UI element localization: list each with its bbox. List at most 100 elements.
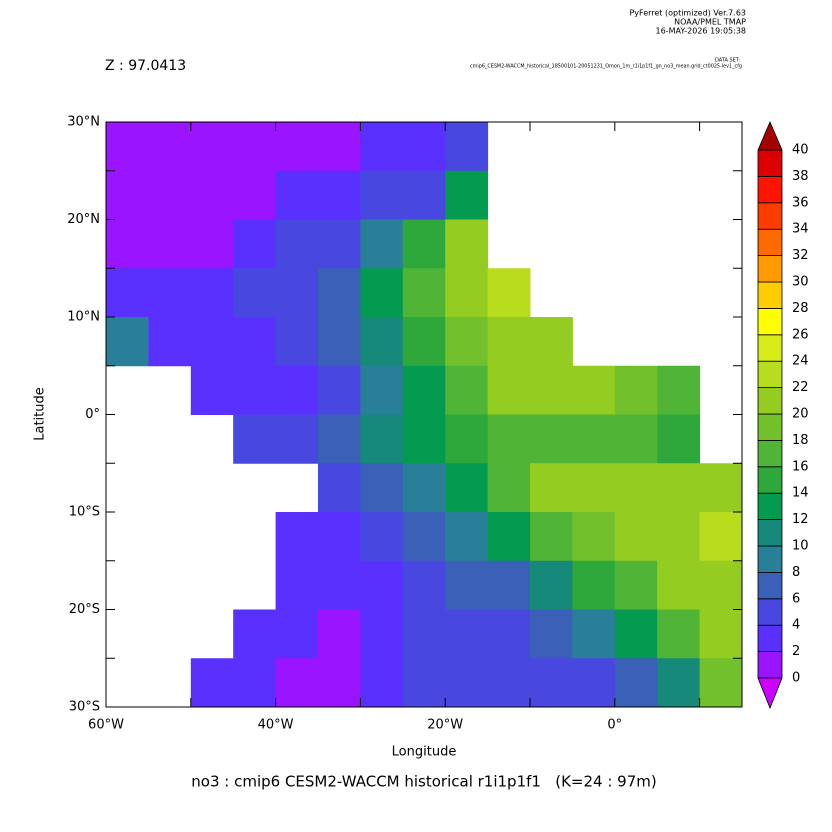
chart-title: no3 : cmip6 CESM2-WACCM historical r1i1p… xyxy=(191,773,656,791)
cell xyxy=(106,170,149,220)
cell xyxy=(318,170,361,220)
cell xyxy=(487,512,531,562)
cell xyxy=(530,512,573,562)
cell xyxy=(233,365,277,415)
cell xyxy=(190,219,234,269)
cell xyxy=(402,414,446,464)
cell xyxy=(318,463,361,513)
y-axis-label: Latitude xyxy=(33,387,48,441)
cell xyxy=(233,609,277,659)
cell xyxy=(402,317,446,367)
colorbar-band xyxy=(757,572,783,600)
cell xyxy=(614,512,658,562)
cell xyxy=(360,512,404,562)
cell xyxy=(318,414,361,464)
cell xyxy=(402,512,446,562)
cell xyxy=(106,219,149,269)
colorbar-label: 2 xyxy=(792,644,800,659)
header-line: PyFerret (optimized) Ver.7.63 xyxy=(629,9,746,18)
cell xyxy=(445,219,489,269)
cell xyxy=(148,268,192,318)
x-tick-label: 40°W xyxy=(258,718,294,733)
cell xyxy=(275,268,319,318)
cell xyxy=(106,268,149,318)
cell xyxy=(572,658,616,708)
cell xyxy=(614,463,658,513)
cell xyxy=(530,463,573,513)
colorbar-label: 34 xyxy=(792,222,809,237)
y-tick-label: 30°S xyxy=(69,700,100,715)
cell xyxy=(657,414,701,464)
cell xyxy=(360,170,404,220)
cell xyxy=(402,658,446,708)
cell xyxy=(445,170,489,220)
cell xyxy=(657,463,701,513)
cell xyxy=(614,658,658,708)
cell xyxy=(360,317,404,367)
cell xyxy=(318,219,361,269)
cell xyxy=(572,463,616,513)
cell xyxy=(275,365,319,415)
cell xyxy=(614,560,658,610)
cell xyxy=(530,609,573,659)
cell xyxy=(275,317,319,367)
cell xyxy=(445,268,489,318)
cell xyxy=(487,463,531,513)
cell xyxy=(699,512,743,562)
colorbar-label: 20 xyxy=(792,407,809,422)
cell xyxy=(190,268,234,318)
cell xyxy=(530,658,573,708)
cell xyxy=(233,170,277,220)
colorbar-label: 14 xyxy=(792,486,809,501)
cell xyxy=(572,365,616,415)
cell xyxy=(699,560,743,610)
cell xyxy=(318,609,361,659)
colorbar-band xyxy=(757,228,783,256)
cell xyxy=(275,512,319,562)
cell xyxy=(657,609,701,659)
cell xyxy=(275,122,319,172)
cell xyxy=(699,658,743,708)
cell xyxy=(402,365,446,415)
cell xyxy=(360,365,404,415)
colorbar-band xyxy=(757,439,783,468)
colorbar-label: 10 xyxy=(792,539,809,554)
colorbar-under xyxy=(757,677,783,710)
cell xyxy=(360,414,404,464)
cell xyxy=(190,122,234,172)
colorbar-band xyxy=(757,492,783,521)
colorbar-label: 16 xyxy=(792,459,809,474)
colorbar-label: 8 xyxy=(792,565,800,580)
colorbar-band xyxy=(757,598,783,626)
cell xyxy=(148,122,192,172)
cell xyxy=(233,122,277,172)
cell xyxy=(148,170,192,220)
colorbar-band xyxy=(757,466,783,494)
cell xyxy=(657,560,701,610)
x-tick-label: 20°W xyxy=(427,718,463,733)
cell xyxy=(402,170,446,220)
cell xyxy=(614,414,658,464)
cell xyxy=(445,317,489,367)
cell xyxy=(530,317,573,367)
cell xyxy=(445,414,489,464)
cell xyxy=(445,463,489,513)
cell xyxy=(360,463,404,513)
colorbar-band xyxy=(757,307,783,336)
cell xyxy=(318,512,361,562)
colorbar-label: 38 xyxy=(792,169,809,184)
colorbar-band xyxy=(757,281,783,309)
colorbar-label: 30 xyxy=(792,275,809,290)
cell xyxy=(360,560,404,610)
dataset: cmip6_CESM2-WACCM_historical_18500101-20… xyxy=(470,64,742,70)
cell xyxy=(233,317,277,367)
cell xyxy=(487,560,531,610)
colorbar-label: 18 xyxy=(792,433,809,448)
dataset-label: DATA SET: xyxy=(715,58,740,64)
cell xyxy=(487,414,531,464)
cell xyxy=(360,268,404,318)
cell xyxy=(360,219,404,269)
cell xyxy=(572,609,616,659)
cell xyxy=(699,463,743,513)
